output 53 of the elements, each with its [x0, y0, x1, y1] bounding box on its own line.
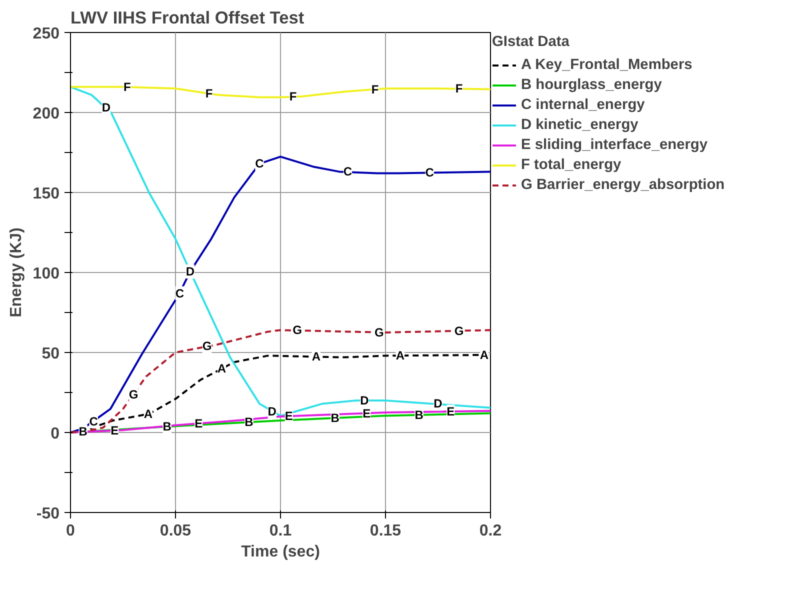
annotation: F [205, 86, 213, 100]
annotation: E [284, 409, 293, 424]
annotation: F [289, 90, 297, 104]
annotation: A [396, 348, 405, 363]
annotation: F [371, 82, 379, 96]
annotation: G [202, 339, 212, 354]
annotation: A [312, 350, 321, 364]
annotation: A [217, 362, 226, 376]
legend-label: A Key_Frontal_Members [521, 57, 692, 73]
legend-label: B hourglass_energy [521, 77, 662, 93]
annotation: D [434, 396, 443, 411]
annotation: G [128, 387, 138, 402]
annotation: F [124, 80, 131, 94]
x-tick-label: 0.05 [160, 522, 192, 540]
x-tick-label: 0.2 [479, 522, 502, 540]
annotation: C [175, 286, 184, 300]
annotation: E [446, 404, 455, 419]
chart-title: LWV IIHS Frontal Offset Test [70, 8, 304, 28]
annotation: A [480, 348, 489, 362]
annotation: C [343, 164, 352, 179]
y-tick-label: -50 [36, 506, 60, 522]
legend-label: E sliding_interface_energy [521, 137, 708, 153]
annotation: E [110, 423, 119, 438]
legend-title: GIstat Data [492, 34, 570, 50]
annotation: E [362, 406, 371, 420]
annotation: C [425, 166, 434, 180]
annotation: B [330, 410, 340, 425]
annotation: D [102, 100, 111, 115]
annotation: C [255, 156, 264, 171]
y-axis-title: Energy (KJ) [8, 228, 25, 318]
annotation: C [89, 414, 98, 428]
legend-label: G Barrier_energy_absorption [521, 177, 725, 193]
annotation: B [244, 415, 254, 430]
y-tick-label: 150 [32, 186, 60, 202]
annotation: E [194, 416, 203, 431]
annotation: D [360, 394, 370, 408]
y-tick-label: 50 [42, 346, 60, 362]
legend-label: F total_energy [521, 157, 622, 173]
x-axis-title: Time (sec) [241, 544, 320, 560]
annotation: F [455, 82, 463, 96]
y-tick-label: 250 [32, 26, 60, 42]
x-tick-label: 0.15 [370, 522, 402, 540]
y-tick-label: 200 [32, 106, 60, 122]
annotation: D [268, 404, 277, 419]
legend-label: D kinetic_energy [521, 117, 638, 133]
x-tick-label: 0 [66, 522, 76, 540]
annotation: B [162, 420, 172, 434]
y-tick-label: 100 [32, 266, 60, 282]
annotation: D [186, 264, 195, 279]
y-tick-label: 0 [50, 426, 60, 442]
annotation: B [414, 408, 424, 422]
x-tick-label: 0.1 [269, 522, 292, 540]
legend-label: C internal_energy [521, 97, 645, 113]
